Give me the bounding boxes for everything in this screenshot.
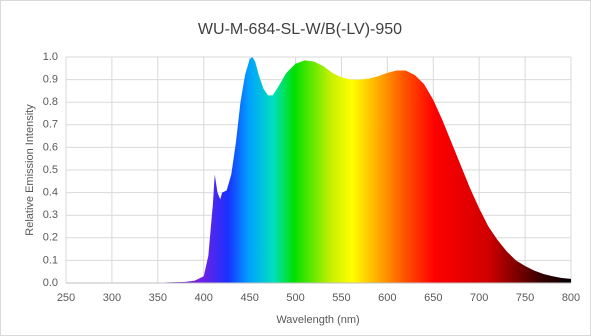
- x-tick-label: 550: [332, 292, 350, 304]
- x-tick-label: 800: [562, 292, 580, 304]
- y-tick-label: 0.5: [43, 164, 58, 176]
- y-tick-label: 0.0: [43, 277, 58, 289]
- y-tick-label: 0.4: [43, 187, 58, 199]
- y-tick-label: 0.1: [43, 254, 58, 266]
- x-tick-label: 300: [103, 292, 121, 304]
- y-tick-label: 0.2: [43, 232, 58, 244]
- x-tick-label: 450: [240, 292, 258, 304]
- x-tick-label: 350: [149, 292, 167, 304]
- x-tick-label: 400: [195, 292, 213, 304]
- x-tick-label: 500: [286, 292, 304, 304]
- spectrum-area: [157, 57, 571, 283]
- x-tick-label: 250: [57, 292, 75, 304]
- x-tick-label: 700: [470, 292, 488, 304]
- y-tick-label: 1.0: [43, 51, 58, 63]
- chart-title: WU-M-684-SL-W/B(-LV)-950: [198, 21, 402, 38]
- x-tick-label: 650: [424, 292, 442, 304]
- x-tick-label: 750: [516, 292, 534, 304]
- x-tick-label: 600: [378, 292, 396, 304]
- y-tick-label: 0.9: [43, 74, 58, 86]
- y-axis-label: Relative Emission Intensity: [24, 104, 36, 236]
- y-tick-label: 0.3: [43, 209, 58, 221]
- x-axis-label: Wavelength (nm): [276, 314, 359, 326]
- y-tick-label: 0.6: [43, 141, 58, 153]
- y-tick-label: 0.8: [43, 96, 58, 108]
- y-tick-label: 0.7: [43, 119, 58, 131]
